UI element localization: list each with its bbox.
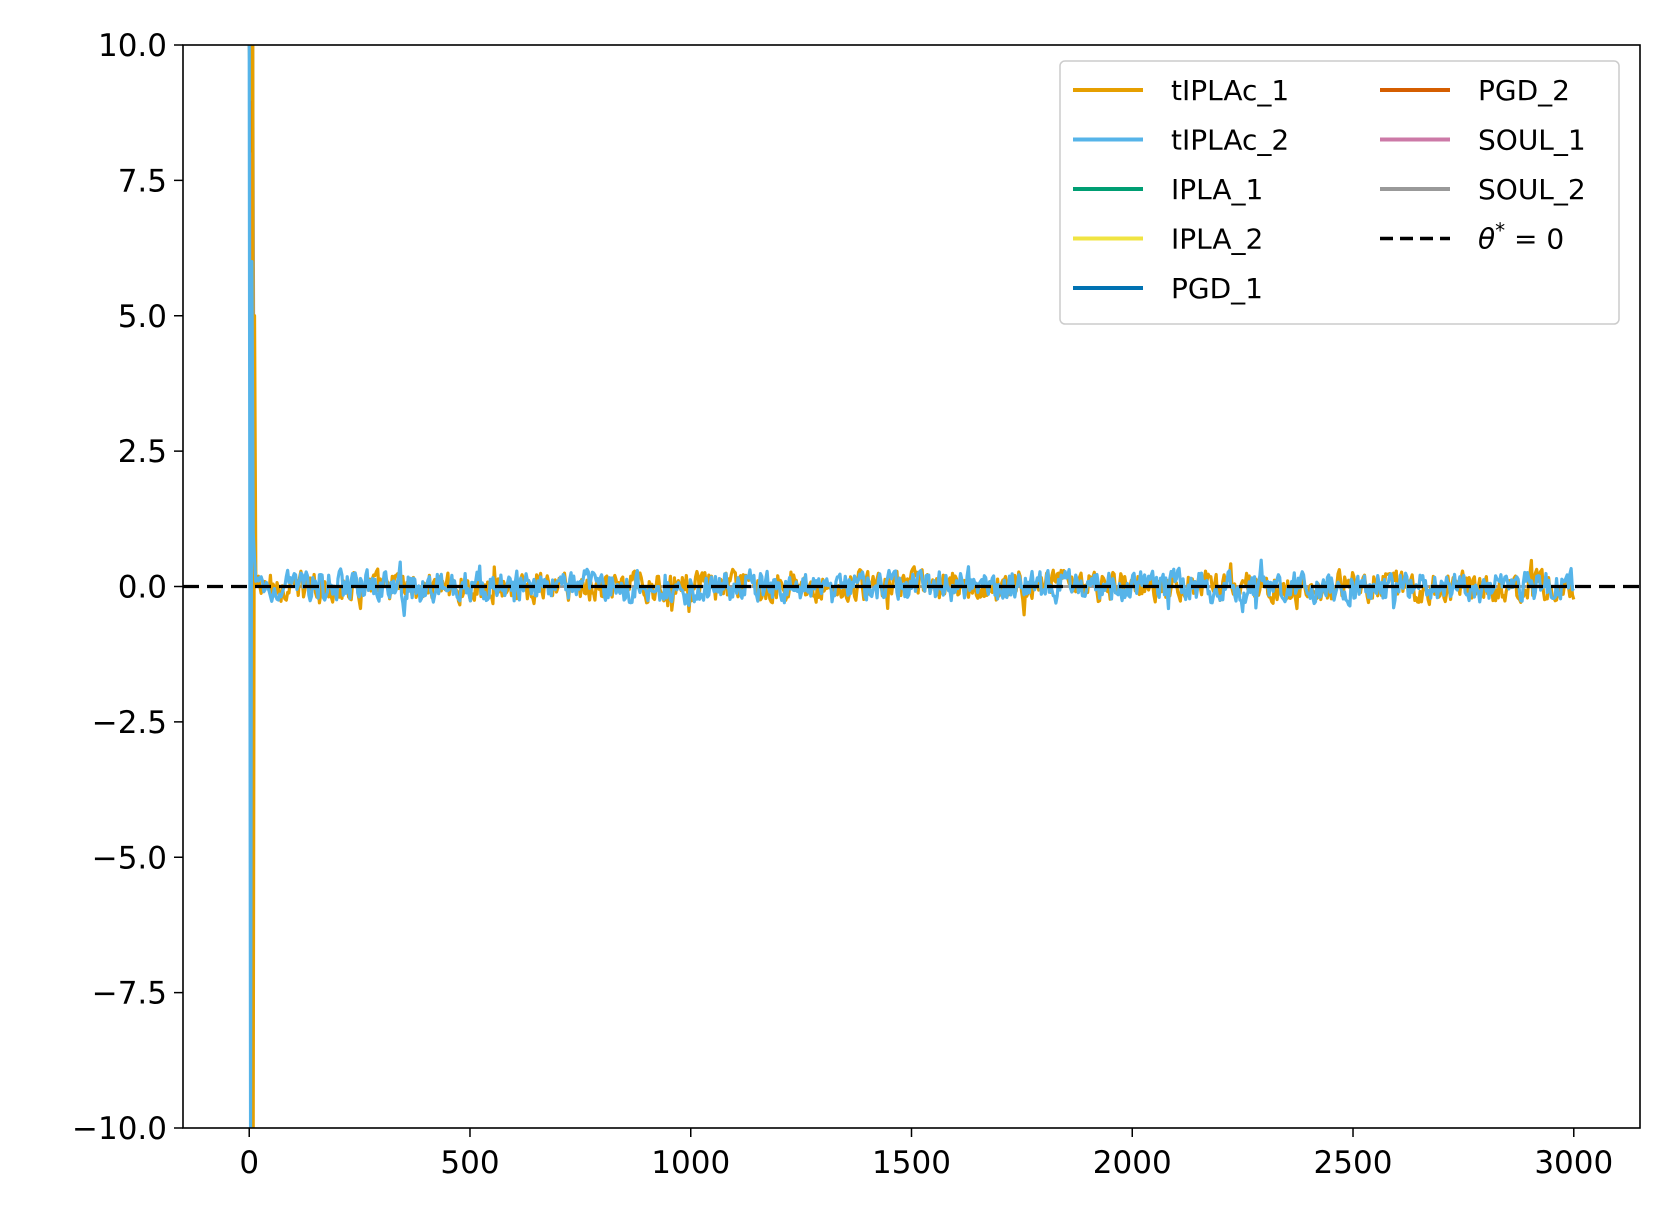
y-tick-label: 5.0	[118, 299, 167, 335]
y-tick-label: 2.5	[118, 434, 167, 470]
legend-label-tiplac-2: tIPLAc_2	[1171, 124, 1289, 157]
y-tick-label: −10.0	[72, 1111, 167, 1147]
legend-label-ipla-1: IPLA_1	[1171, 173, 1263, 206]
x-tick-label: 2500	[1314, 1145, 1393, 1181]
x-tick-label: 2000	[1093, 1145, 1172, 1181]
legend-label-pgd-2: PGD_2	[1478, 74, 1570, 107]
y-tick-label: −7.5	[92, 976, 167, 1012]
x-tick-label: 0	[239, 1145, 259, 1181]
series-line-tiplac-2	[247, 45, 1575, 1128]
y-tick-label: −5.0	[92, 840, 167, 876]
legend-label-theta-star: θ* = 0	[1478, 219, 1564, 256]
y-tick-label: 7.5	[118, 163, 167, 199]
x-tick-label: 3000	[1534, 1145, 1613, 1181]
legend-label-tiplac-1: tIPLAc_1	[1171, 74, 1289, 107]
legend-box	[1059, 60, 1620, 325]
x-tick-label: 1500	[872, 1145, 951, 1181]
legend: tIPLAc_1 tIPLAc_2 IPLA_1 IPLA_2 PGD_1 PGD_2 SO…	[1059, 60, 1620, 325]
y-tick-label: −2.5	[92, 705, 167, 741]
legend-label-pgd-1: PGD_1	[1171, 272, 1263, 305]
x-axis: 0 500 1000 1500 2000 2500 3000	[239, 1128, 1613, 1181]
x-tick-label: 1000	[651, 1145, 730, 1181]
y-tick-label: 10.0	[98, 28, 167, 64]
legend-label-ipla-2: IPLA_2	[1171, 223, 1263, 256]
legend-label-soul-1: SOUL_1	[1478, 124, 1586, 157]
legend-label-soul-2: SOUL_2	[1478, 173, 1586, 206]
x-tick-label: 500	[440, 1145, 499, 1181]
y-axis: −10.0 −7.5 −5.0 −2.5 0.0 2.5 5.0 7.5 10.0	[72, 28, 183, 1147]
y-tick-label: 0.0	[118, 570, 167, 606]
